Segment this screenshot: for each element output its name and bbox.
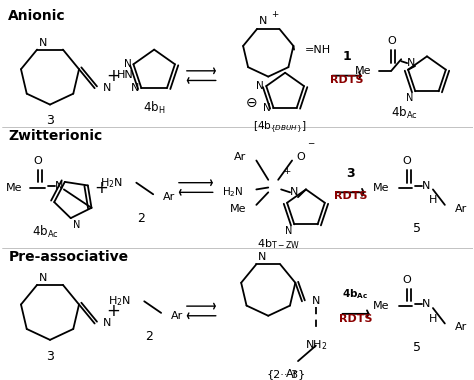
Text: 3: 3: [46, 350, 54, 363]
Text: Me: Me: [373, 182, 389, 193]
Text: 3: 3: [46, 114, 54, 127]
Text: O: O: [34, 156, 43, 166]
Text: 4b$_\mathregular{Ac}$: 4b$_\mathregular{Ac}$: [391, 105, 418, 121]
Text: HN: HN: [117, 70, 133, 80]
Text: 4b$_\mathregular{T-ZW}$: 4b$_\mathregular{T-ZW}$: [256, 238, 300, 252]
Text: N: N: [39, 273, 47, 283]
Text: +: +: [95, 179, 109, 196]
Text: 4b$_\mathregular{Ac}$: 4b$_\mathregular{Ac}$: [343, 288, 369, 301]
Text: 2: 2: [137, 212, 145, 225]
Text: Ar: Ar: [286, 369, 298, 379]
Text: 5: 5: [413, 341, 421, 354]
Text: N: N: [407, 58, 416, 68]
Text: 1: 1: [342, 50, 351, 63]
Text: 5: 5: [413, 222, 421, 235]
Text: N: N: [102, 83, 111, 93]
Text: +: +: [107, 66, 120, 85]
Text: $\ominus$: $\ominus$: [246, 96, 258, 110]
Text: N: N: [263, 103, 271, 112]
Text: N: N: [39, 38, 47, 48]
Text: N: N: [285, 226, 292, 236]
Text: =NH: =NH: [305, 44, 331, 55]
Text: Ar: Ar: [234, 152, 246, 162]
Text: O: O: [296, 152, 305, 162]
Text: N: N: [422, 299, 430, 309]
Text: H: H: [429, 195, 437, 205]
Text: RDTS: RDTS: [330, 75, 364, 85]
Text: N: N: [255, 81, 263, 91]
Text: N: N: [131, 83, 139, 93]
Text: $^+$: $^+$: [282, 168, 292, 180]
Text: O: O: [403, 275, 411, 285]
Text: N: N: [290, 187, 299, 197]
Text: +: +: [107, 302, 120, 320]
Text: Ar: Ar: [163, 192, 175, 202]
Text: 3: 3: [346, 167, 355, 180]
Text: N: N: [312, 296, 320, 306]
Text: Me: Me: [230, 204, 246, 214]
Text: N: N: [259, 16, 267, 26]
Text: RDTS: RDTS: [339, 314, 372, 324]
Text: O: O: [403, 156, 411, 166]
Text: 4b$_\mathregular{Ac}$: 4b$_\mathregular{Ac}$: [32, 224, 58, 240]
Text: Ar: Ar: [455, 322, 467, 332]
Text: 4b$_\mathregular{H}$: 4b$_\mathregular{H}$: [143, 100, 165, 116]
Text: $^+$: $^+$: [270, 11, 280, 24]
Text: N: N: [422, 180, 430, 191]
Text: N: N: [258, 252, 266, 261]
Text: Me: Me: [355, 66, 372, 76]
Text: N: N: [406, 93, 413, 103]
Text: N: N: [124, 59, 131, 69]
Text: $^-$: $^-$: [306, 141, 316, 154]
Text: N: N: [55, 180, 64, 191]
Text: RDTS: RDTS: [334, 192, 367, 201]
Text: H: H: [429, 314, 437, 324]
Text: H$_2$N: H$_2$N: [100, 176, 123, 190]
Text: 2: 2: [145, 330, 153, 343]
Text: Ar: Ar: [455, 204, 467, 214]
Text: NH$_2$: NH$_2$: [305, 338, 327, 352]
Text: Zwitterionic: Zwitterionic: [9, 129, 102, 142]
Text: H$_2$N: H$_2$N: [222, 185, 244, 199]
Text: N: N: [102, 318, 111, 328]
Text: {2···3}: {2···3}: [266, 369, 306, 379]
Text: Me: Me: [373, 301, 389, 311]
Text: H$_2$N: H$_2$N: [109, 294, 131, 308]
Text: N: N: [73, 220, 80, 230]
Text: Me: Me: [6, 182, 22, 193]
Text: Ar: Ar: [171, 311, 183, 321]
Text: O: O: [387, 36, 396, 46]
Text: [4b$_{\{DBUH\}}$]: [4b$_{\{DBUH\}}$]: [254, 119, 307, 135]
Text: Anionic: Anionic: [9, 9, 66, 23]
Text: Pre-associative: Pre-associative: [9, 250, 128, 264]
